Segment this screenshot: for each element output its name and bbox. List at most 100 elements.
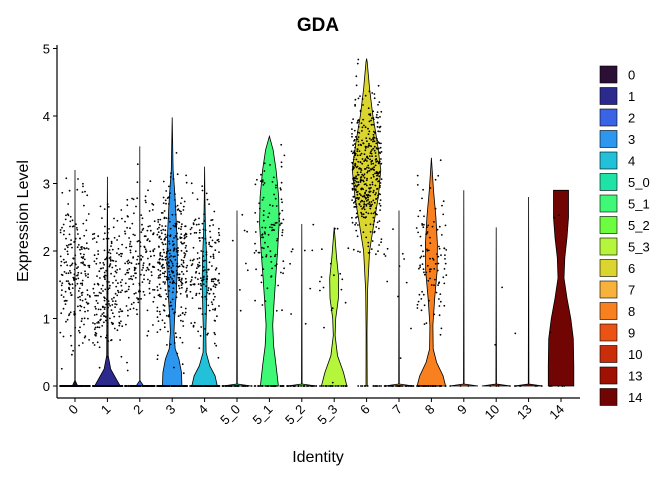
point-6 bbox=[357, 181, 360, 184]
point-1 bbox=[97, 253, 100, 256]
point-3 bbox=[184, 232, 187, 235]
point-7 bbox=[403, 258, 405, 260]
point-4 bbox=[213, 210, 216, 213]
point-6 bbox=[375, 192, 377, 194]
point-1 bbox=[103, 299, 106, 302]
point-6 bbox=[369, 223, 372, 226]
point-3 bbox=[184, 277, 187, 280]
point-3 bbox=[180, 259, 183, 261]
point-6 bbox=[375, 142, 378, 145]
point-6 bbox=[366, 171, 369, 174]
point-2 bbox=[141, 223, 143, 226]
point-3 bbox=[161, 225, 164, 227]
point-1 bbox=[102, 290, 104, 292]
point-1 bbox=[118, 311, 120, 313]
point-8 bbox=[429, 236, 431, 239]
point-6 bbox=[359, 167, 362, 170]
point-6 bbox=[357, 126, 360, 128]
point-6 bbox=[378, 126, 381, 129]
point-4 bbox=[199, 335, 202, 337]
point-5_0 bbox=[247, 385, 249, 387]
point-1 bbox=[93, 254, 96, 257]
point-6 bbox=[367, 196, 369, 199]
point-6 bbox=[350, 121, 353, 124]
point-5_1 bbox=[254, 299, 256, 302]
point-3 bbox=[166, 279, 169, 281]
legend-swatch-13 bbox=[599, 366, 618, 385]
point-3 bbox=[185, 250, 188, 253]
point-3 bbox=[167, 217, 170, 220]
point-5_2 bbox=[288, 385, 290, 387]
point-2 bbox=[141, 385, 144, 387]
point-0 bbox=[75, 223, 77, 226]
point-7 bbox=[383, 253, 386, 256]
point-6 bbox=[357, 144, 360, 146]
point-0 bbox=[80, 320, 83, 323]
y-tick-label: 4 bbox=[43, 109, 50, 124]
point-6 bbox=[362, 216, 365, 219]
point-5_1 bbox=[263, 162, 266, 165]
point-5_3 bbox=[320, 276, 323, 278]
point-8 bbox=[436, 385, 438, 387]
point-6 bbox=[362, 118, 364, 121]
point-5_1 bbox=[265, 255, 268, 258]
point-4 bbox=[205, 271, 208, 274]
point-4 bbox=[198, 347, 201, 349]
point-6 bbox=[367, 245, 370, 248]
point-1 bbox=[107, 385, 109, 387]
point-4 bbox=[217, 356, 220, 359]
point-6 bbox=[374, 155, 377, 158]
point-3 bbox=[163, 326, 166, 329]
point-3 bbox=[182, 325, 185, 327]
point-6 bbox=[353, 150, 356, 152]
point-7 bbox=[401, 252, 404, 255]
point-8 bbox=[439, 333, 442, 336]
point-8 bbox=[426, 232, 428, 235]
point-3 bbox=[164, 256, 167, 259]
point-6 bbox=[359, 179, 362, 182]
point-3 bbox=[166, 344, 168, 346]
point-7 bbox=[398, 385, 401, 387]
point-6 bbox=[357, 198, 360, 201]
point-6 bbox=[356, 171, 359, 174]
point-6 bbox=[365, 137, 368, 140]
point-5_1 bbox=[272, 176, 275, 179]
point-6 bbox=[378, 101, 381, 103]
point-0 bbox=[60, 294, 63, 296]
point-1 bbox=[106, 256, 108, 259]
point-1 bbox=[108, 265, 111, 268]
point-6 bbox=[351, 182, 354, 185]
point-2 bbox=[153, 296, 156, 299]
point-7 bbox=[395, 385, 397, 387]
point-0 bbox=[72, 225, 75, 228]
point-6 bbox=[364, 94, 367, 97]
point-6 bbox=[371, 92, 374, 94]
point-5_1 bbox=[280, 222, 282, 225]
point-2 bbox=[138, 284, 141, 286]
point-3 bbox=[182, 273, 185, 275]
point-5_1 bbox=[275, 184, 277, 187]
point-0 bbox=[82, 261, 84, 264]
point-1 bbox=[110, 272, 112, 275]
point-1 bbox=[105, 336, 107, 339]
point-2 bbox=[150, 271, 153, 273]
point-0 bbox=[76, 274, 78, 277]
point-3 bbox=[171, 213, 174, 216]
point-6 bbox=[367, 146, 369, 148]
point-4 bbox=[212, 255, 215, 258]
point-2 bbox=[136, 240, 139, 243]
point-1 bbox=[114, 303, 116, 305]
point-1 bbox=[103, 321, 105, 324]
point-4 bbox=[198, 261, 201, 264]
point-3 bbox=[184, 254, 186, 257]
point-4 bbox=[203, 213, 206, 216]
point-8 bbox=[423, 304, 426, 307]
point-6 bbox=[376, 121, 379, 124]
point-4 bbox=[198, 223, 200, 226]
point-5_1 bbox=[262, 247, 265, 250]
point-6 bbox=[368, 155, 371, 158]
point-4 bbox=[197, 278, 199, 280]
point-13 bbox=[514, 385, 516, 387]
point-5_1 bbox=[271, 267, 273, 270]
point-2 bbox=[139, 245, 142, 248]
